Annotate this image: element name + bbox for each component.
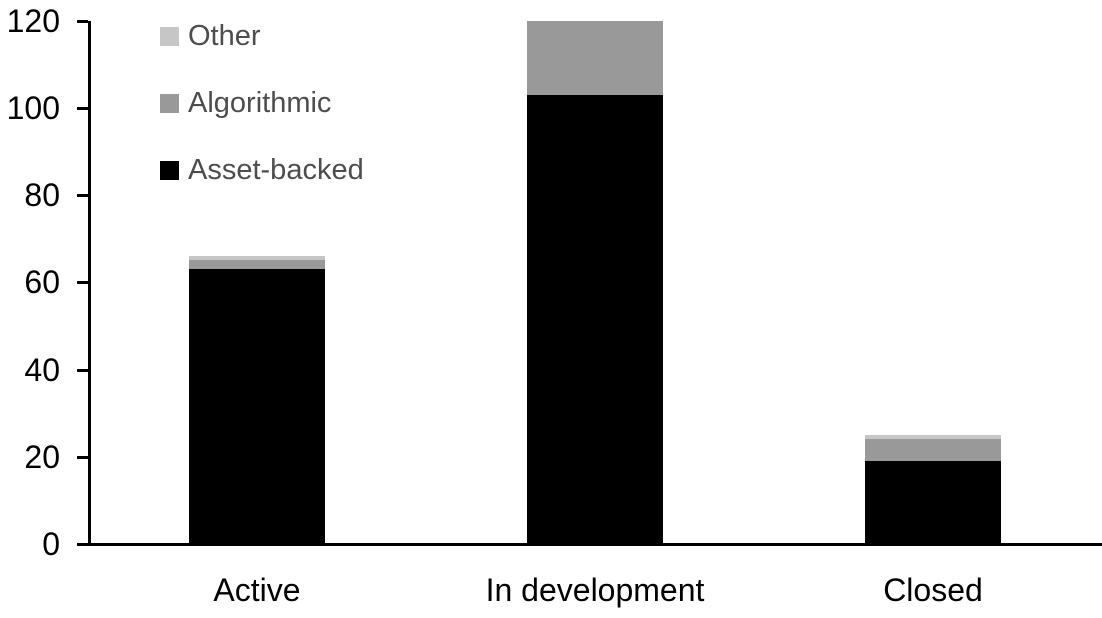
y-axis-tick-label: 60 bbox=[24, 264, 60, 301]
x-axis-category-label: Active bbox=[213, 572, 301, 608]
bar-segment-other bbox=[189, 256, 325, 261]
bar-segment-algorithmic bbox=[189, 260, 325, 270]
bar-segment-other bbox=[865, 434, 1001, 440]
y-axis-tick-label: 100 bbox=[6, 89, 60, 126]
bar-segment-asset-backed bbox=[865, 461, 1001, 544]
y-axis-tick bbox=[77, 368, 88, 372]
legend-entry-algorithmic: Algorithmic bbox=[160, 86, 364, 119]
y-axis-tick bbox=[77, 281, 88, 285]
legend-swatch-icon bbox=[160, 26, 179, 46]
y-axis-tick bbox=[77, 19, 88, 23]
legend-label: Algorithmic bbox=[188, 86, 332, 119]
bar-segment-asset-backed bbox=[189, 269, 325, 544]
y-axis-tick bbox=[77, 106, 88, 110]
y-axis-tick-label: 120 bbox=[6, 2, 60, 39]
y-axis-tick-label: 20 bbox=[24, 438, 60, 475]
bar-segment-algorithmic bbox=[865, 439, 1001, 462]
y-axis-tick bbox=[77, 194, 88, 197]
x-axis-category-label: In development bbox=[485, 572, 705, 608]
x-axis-category-label: Closed bbox=[883, 572, 983, 608]
y-axis-line bbox=[88, 20, 91, 546]
legend-swatch-icon bbox=[160, 160, 179, 180]
legend-label: Other bbox=[188, 19, 261, 52]
bar-segment-asset-backed bbox=[527, 94, 663, 544]
y-axis-tick-label: 0 bbox=[42, 526, 60, 562]
y-axis-tick-label: 40 bbox=[24, 351, 60, 388]
y-axis-tick-label: 80 bbox=[24, 177, 60, 213]
x-axis-line bbox=[88, 543, 1102, 546]
y-axis-tick bbox=[77, 543, 88, 546]
legend: Other Algorithmic Asset-backed bbox=[160, 19, 364, 223]
bar-segment-algorithmic bbox=[527, 20, 663, 95]
legend-entry-asset-backed: Asset-backed bbox=[160, 153, 364, 186]
legend-swatch-icon bbox=[160, 93, 179, 113]
y-axis-tick bbox=[77, 455, 88, 459]
legend-label: Asset-backed bbox=[188, 153, 364, 186]
legend-entry-other: Other bbox=[160, 19, 364, 52]
